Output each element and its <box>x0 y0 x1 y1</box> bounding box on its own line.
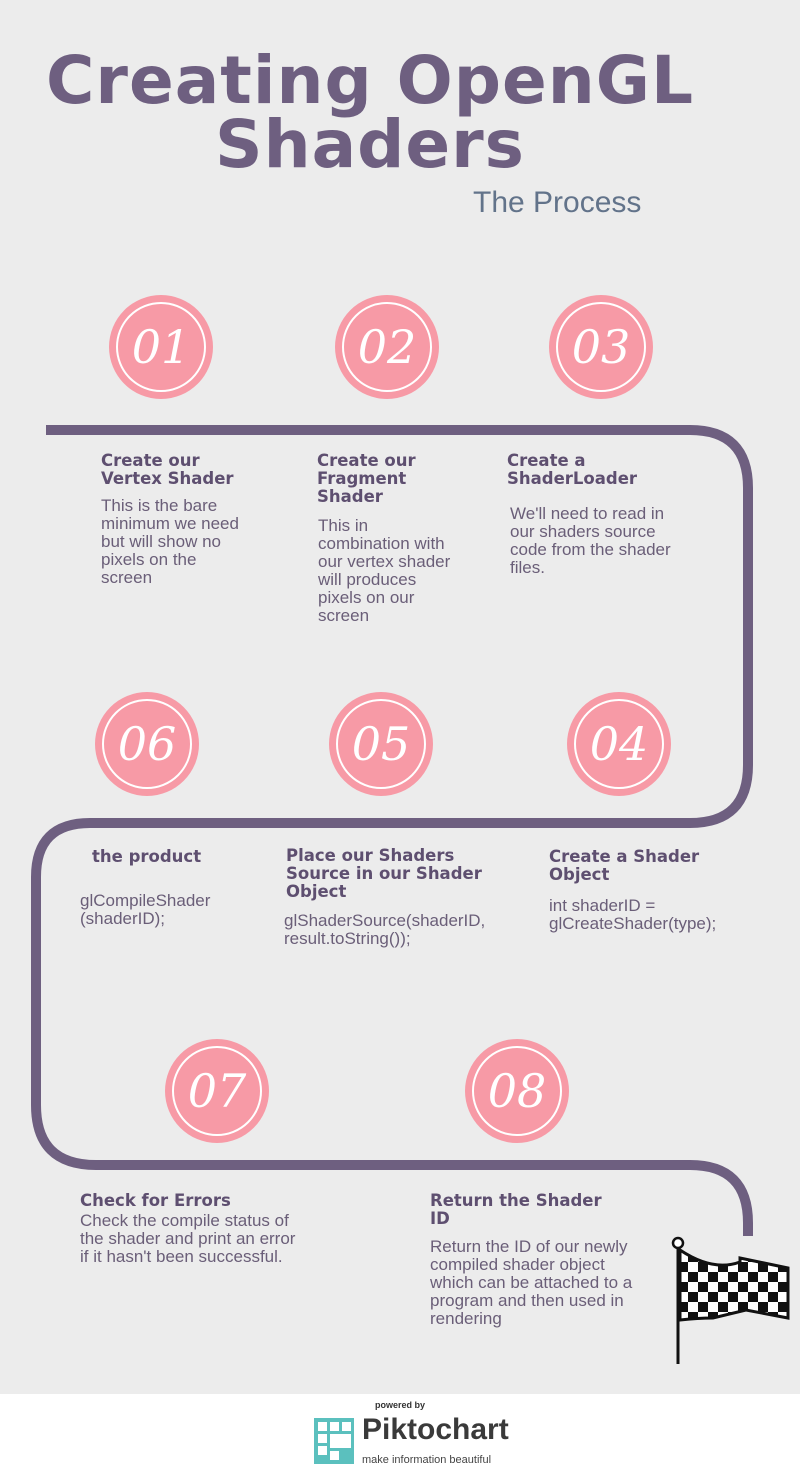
step-05-badge: 05 <box>332 695 430 793</box>
piktochart-brand[interactable]: Piktochart <box>362 1413 509 1446</box>
powered-by-label: powered by <box>374 1400 425 1410</box>
process-path <box>31 425 753 1236</box>
footer <box>0 1394 800 1476</box>
step-03-badge: 03 <box>552 298 650 396</box>
step-number: 08 <box>487 1064 547 1118</box>
title-line-1: Creating OpenGL <box>46 42 694 119</box>
step-number: 03 <box>571 320 631 374</box>
step-05-body: glShaderSource(shaderID, result.toString… <box>284 911 486 948</box>
step-number: 02 <box>357 320 417 374</box>
step-04-badge: 04 <box>570 695 668 793</box>
piktochart-logo-icon <box>314 1418 354 1464</box>
step-08-title: Return the Shader ID <box>430 1191 602 1228</box>
step-07-badge: 07 <box>168 1042 266 1140</box>
step-number: 06 <box>117 717 177 771</box>
step-04-body: int shaderID = glCreateShader(type); <box>549 896 717 933</box>
step-01-title: Create our Vertex Shader <box>101 451 234 488</box>
step-number: 07 <box>187 1064 247 1118</box>
piktochart-tagline: make information beautiful <box>362 1454 492 1466</box>
step-06-badge: 06 <box>98 695 196 793</box>
step-number: 05 <box>351 717 411 771</box>
step-03-title: Create a ShaderLoader <box>507 451 638 488</box>
step-02-title: Create our Fragment Shader <box>317 451 416 506</box>
step-04-title: Create a Shader Object <box>549 847 700 884</box>
step-number: 01 <box>131 320 191 374</box>
checkered-flag-icon <box>671 1236 790 1364</box>
step-02-badge: 02 <box>338 298 436 396</box>
subtitle: The Process <box>473 186 642 219</box>
step-05-title: Place our Shaders Source in our Shader O… <box>286 846 482 901</box>
step-08-badge: 08 <box>468 1042 566 1140</box>
step-03-body: We'll need to read in our shaders source… <box>510 504 671 577</box>
step-01-badge: 01 <box>112 298 210 396</box>
step-01-body: This is the bare minimum we need but wil… <box>101 496 239 587</box>
step-02-body: This in combination with our vertex shad… <box>318 516 451 625</box>
title-line-2: Shaders <box>215 106 525 183</box>
step-06-body: glCompileShader (shaderID); <box>80 891 211 928</box>
step-08-body: Return the ID of our newly compiled shad… <box>430 1237 633 1328</box>
step-07-body: Check the compile status of the shader a… <box>80 1211 296 1266</box>
step-06-title: the product <box>92 847 202 866</box>
step-07-title: Check for Errors <box>80 1191 231 1210</box>
step-number: 04 <box>589 717 649 771</box>
